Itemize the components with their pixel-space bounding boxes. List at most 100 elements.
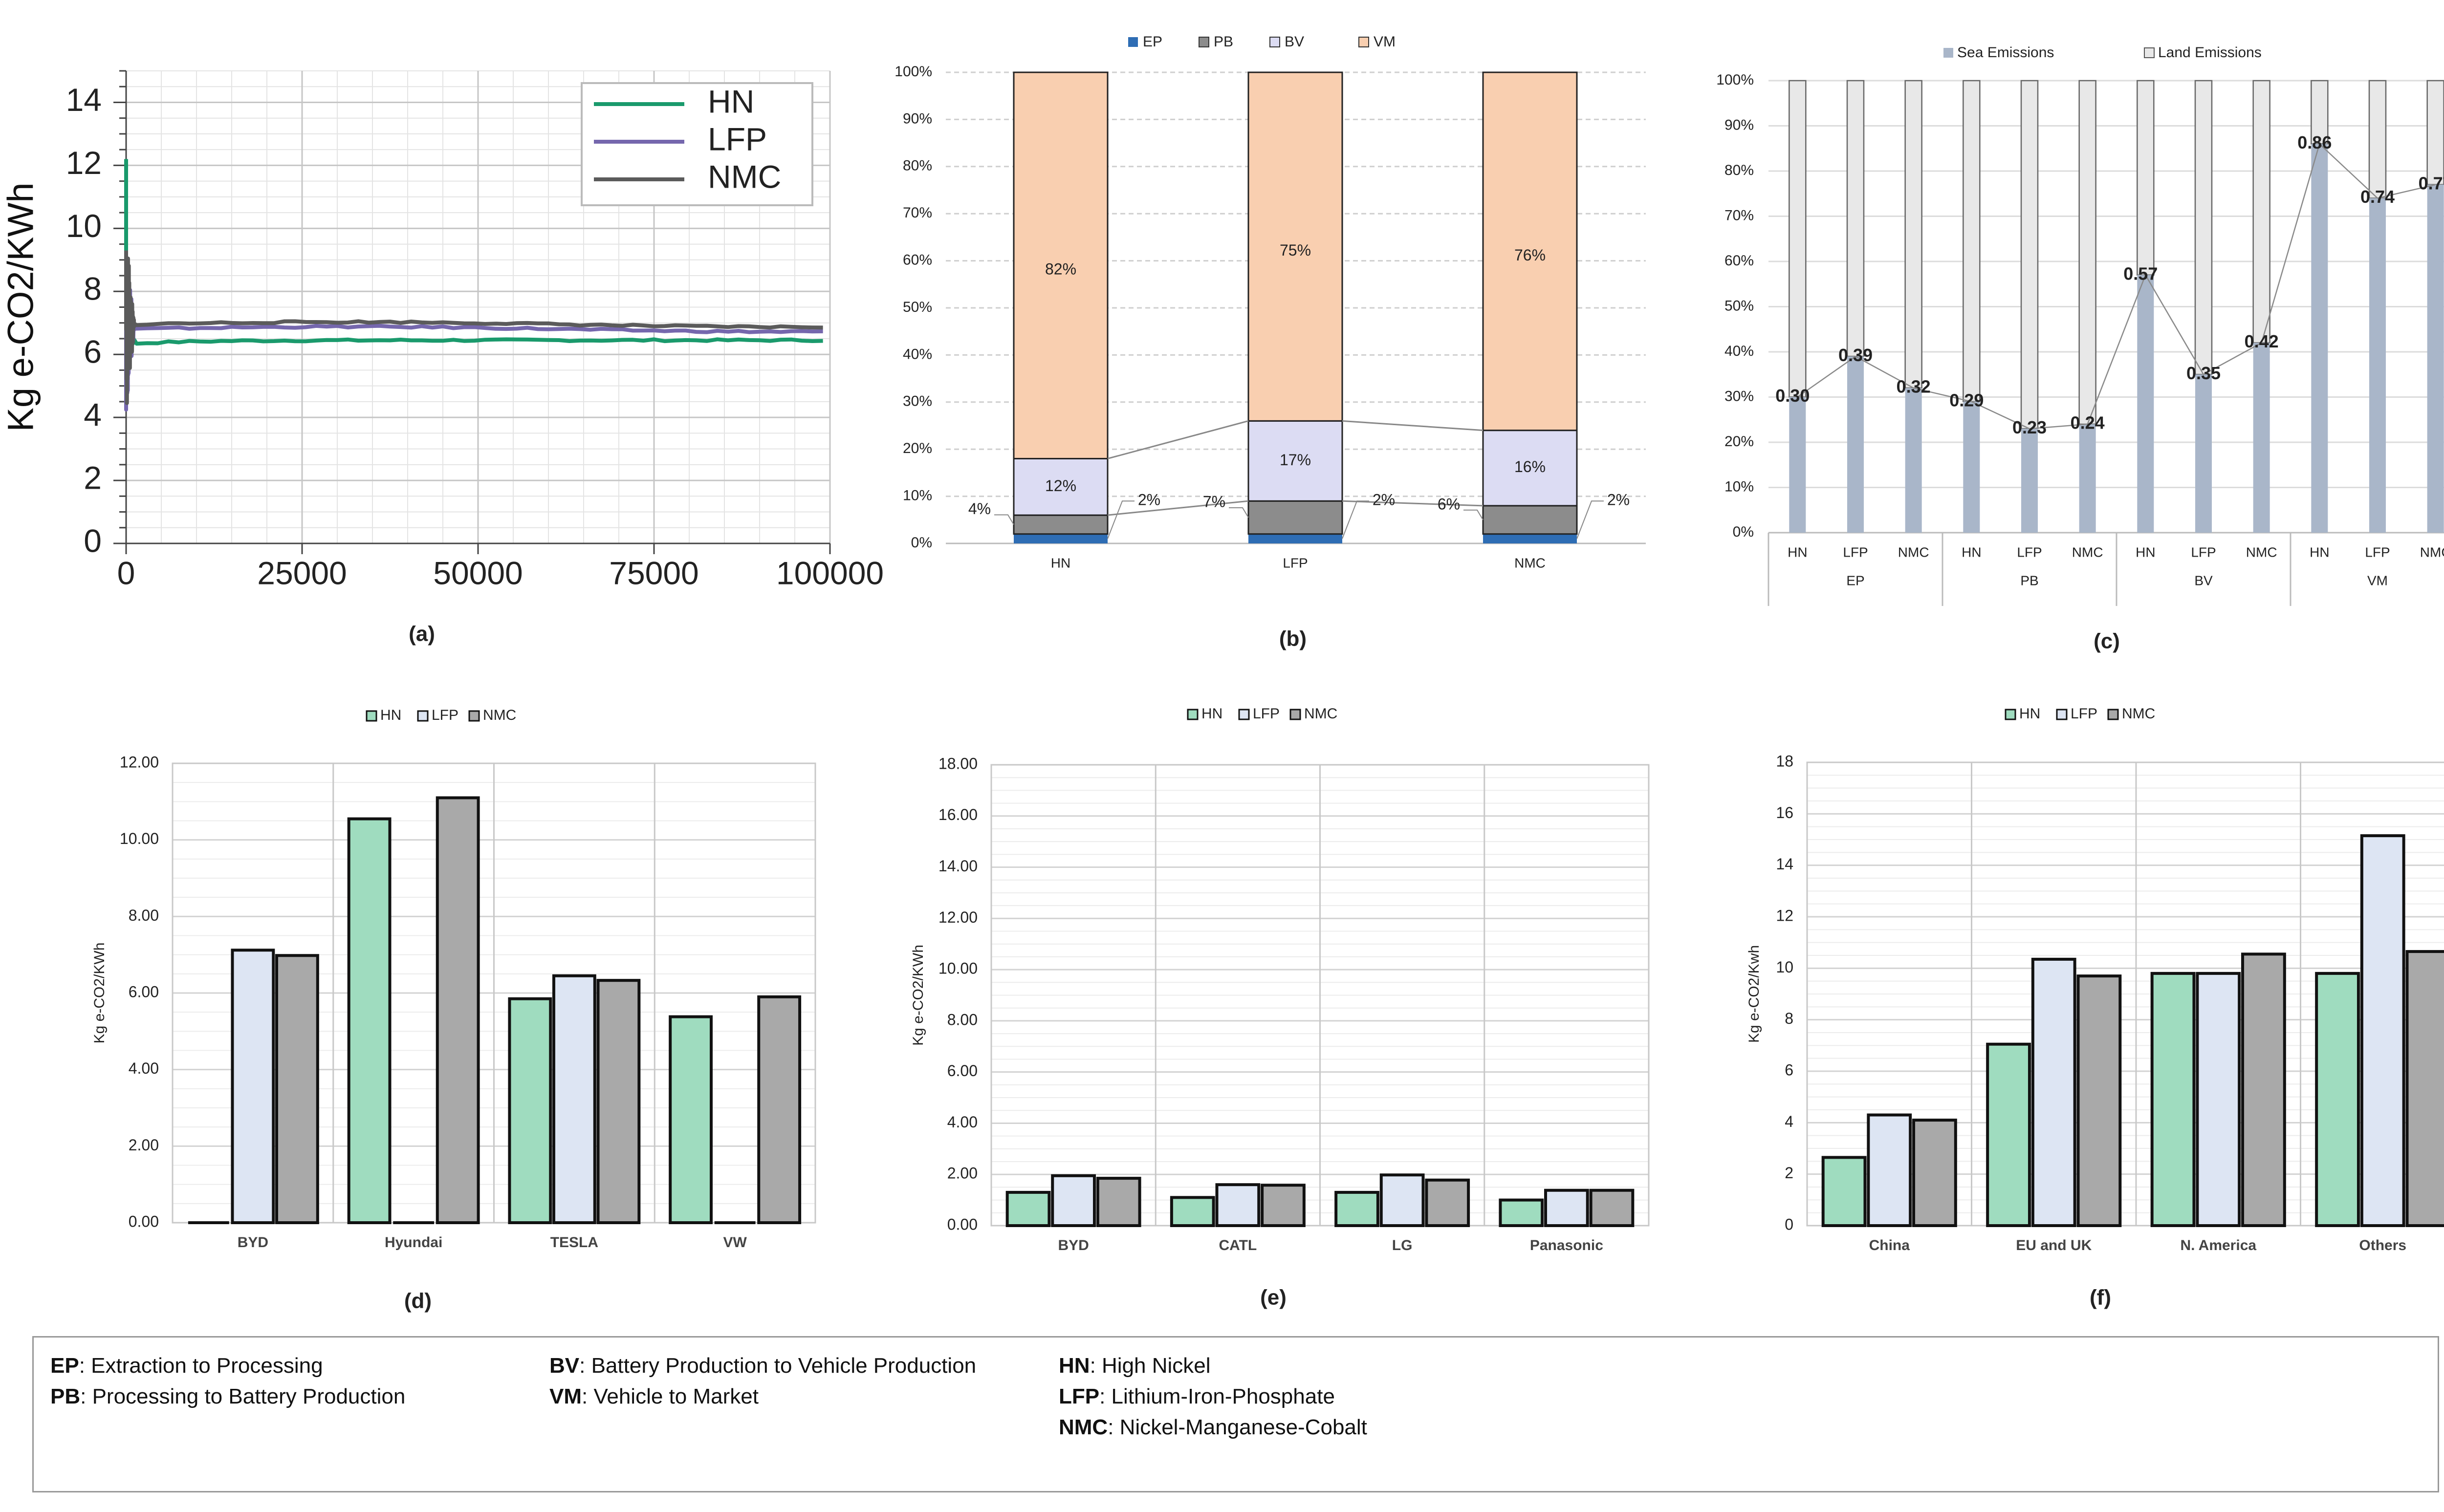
y-tick-label: 6 [84, 334, 102, 370]
x-tick-label: HN [1051, 555, 1070, 570]
bar-segment-vm [1482, 71, 1578, 432]
y-tick-label: 18.00 [938, 755, 978, 772]
x-tick-label: BYD [238, 1234, 268, 1251]
bar-sea-emissions [1905, 388, 1922, 533]
group-label: VM [2367, 573, 2388, 588]
legend-swatch-lfp [417, 710, 429, 722]
y-tick-label: 60% [1724, 253, 1754, 269]
bar-land-emissions [2194, 80, 2213, 375]
y-tick-label: 10% [903, 488, 932, 504]
bar-lfp [2031, 957, 2076, 1227]
legend-label-pb: PB [1214, 34, 1233, 50]
glossary-entry-hn: HN: High Nickel [1059, 1354, 1211, 1378]
data-label: 0.32 [1897, 377, 1931, 397]
series-line-nmc [124, 250, 823, 405]
data-label: 0.42 [2245, 331, 2279, 351]
y-tick-label: 0% [911, 535, 932, 551]
legend-swatch-land [2144, 47, 2155, 58]
x-tick-label: LFP [1283, 555, 1308, 570]
y-tick-label: 16 [1776, 804, 1793, 821]
bar-land-emissions [2137, 80, 2155, 276]
bar-hn [1499, 1198, 1544, 1227]
bar-nmc [2241, 952, 2286, 1228]
legend-label-lfp: LFP [432, 707, 458, 723]
legend-swatch-nmc [1289, 709, 1301, 720]
legend-swatch-nmc [2107, 709, 2119, 720]
leader-line-ep [1342, 500, 1369, 539]
y-tick-label: 20% [1724, 433, 1754, 450]
x-tick-label: LFP [2191, 544, 2216, 560]
bar-segment-bv [1247, 420, 1343, 502]
y-tick-label: 6.00 [129, 983, 159, 1000]
data-label-pb: 7% [1203, 493, 1225, 510]
data-label-pb: 4% [968, 500, 991, 518]
y-tick-label: 4.00 [129, 1059, 159, 1077]
legend-swatch-hn [2005, 709, 2016, 720]
bar-segment-vm [1247, 71, 1343, 422]
x-tick-label: HN [2310, 544, 2329, 560]
data-label-vm: 75% [1280, 241, 1311, 259]
bar-nmc [596, 979, 641, 1225]
data-label-vm: 76% [1514, 246, 1546, 264]
x-tick-label: VW [723, 1234, 747, 1251]
legend-swatch-lfp [2056, 709, 2068, 720]
y-tick-label: 2.00 [947, 1165, 978, 1182]
y-tick-label: 0.00 [129, 1212, 159, 1230]
legend-label-nmc: NMC [708, 158, 781, 194]
panel-c-stacked-bar-chart: 0% 10% 20% 30% 40% 50% 60% 70% 80% 90% 100% HN LFP NM… [1716, 44, 2444, 606]
sea-connector-line [1797, 143, 2436, 430]
panel-label-f: (f) [2090, 1286, 2111, 1310]
glossary-column-3: HN: High Nickel LFP: Lithium-Iron-Phosph… [1059, 1350, 1367, 1443]
legend-swatch-sea [1943, 48, 1953, 58]
bar-nmc [1261, 1184, 1306, 1228]
bar-nmc [1912, 1119, 1957, 1227]
leader-line-pb [1463, 509, 1484, 520]
bar-segment-pb [1482, 505, 1578, 535]
y-tick-label: 0 [84, 522, 102, 559]
bar-nmc [436, 796, 480, 1224]
legend: Sea Emissions Land Emissions [1943, 44, 2262, 61]
bar-lfp [1867, 1113, 1912, 1228]
legend-swatch-lfp [1238, 709, 1250, 720]
bar-segment-ep [1014, 534, 1108, 543]
y-tick-label: 70% [1724, 207, 1754, 223]
bar-nmc [275, 954, 319, 1224]
bar-segment-pb [1013, 514, 1109, 535]
bar-nmc [757, 995, 802, 1225]
bar-nmc [2405, 950, 2444, 1227]
glossary-entry-lfp: LFP: Lithium-Iron-Phosphate [1059, 1384, 1335, 1408]
y-tick-label: 30% [903, 393, 932, 410]
bar-lfp [1051, 1174, 1096, 1227]
bar-land-emissions [1789, 80, 1807, 398]
legend-label-land: Land Emissions [2158, 44, 2262, 61]
y-tick-label: 80% [1724, 162, 1754, 178]
y-tick-label: 10.00 [938, 960, 978, 977]
bar-sea-emissions [2021, 429, 2038, 533]
legend-label-hn: HN [2019, 706, 2040, 722]
x-tick-label: China [1869, 1237, 1910, 1253]
glossary-entry-pb: PB: Processing to Battery Production [50, 1384, 406, 1408]
glossary-box: EP: Extraction to Processing PB: Process… [32, 1336, 2439, 1492]
y-tick-label: 90% [1724, 117, 1754, 133]
bar-land-emissions [1846, 80, 1865, 357]
bar-hn [2150, 972, 2196, 1228]
y-tick-label: 70% [903, 205, 932, 221]
y-tick-label: 8.00 [947, 1011, 978, 1028]
bar-lfp [1215, 1183, 1261, 1227]
series-connector [1342, 500, 1484, 507]
bar-sea-emissions [2427, 184, 2444, 533]
legend-label-nmc: NMC [2122, 706, 2155, 722]
legend: EP PB BV VM [1128, 34, 1396, 50]
y-tick-label: 2.00 [129, 1136, 159, 1154]
bar-land-emissions [2252, 80, 2270, 344]
y-tick-label: 6 [1785, 1061, 1793, 1079]
panel-d-grouped-bar-chart: 0.00 2.00 4.00 6.00 8.00 10.00 12.00 BYD Hyundai… [91, 707, 816, 1251]
legend-swatch-hn [1187, 709, 1199, 720]
legend-swatch-ep [1128, 37, 1138, 47]
panel-b-stacked-bar-chart: 0% 10% 20% 30% 40% 50% 60% 70% 80% 90% 100% HN LFP NM… [895, 34, 1646, 570]
y-tick-label: 30% [1724, 388, 1754, 404]
data-label: 0.74 [2360, 187, 2395, 207]
y-tick-label: 8 [1785, 1010, 1793, 1027]
y-tick-label: 0 [1785, 1215, 1793, 1233]
legend-swatch-pb [1199, 37, 1209, 47]
